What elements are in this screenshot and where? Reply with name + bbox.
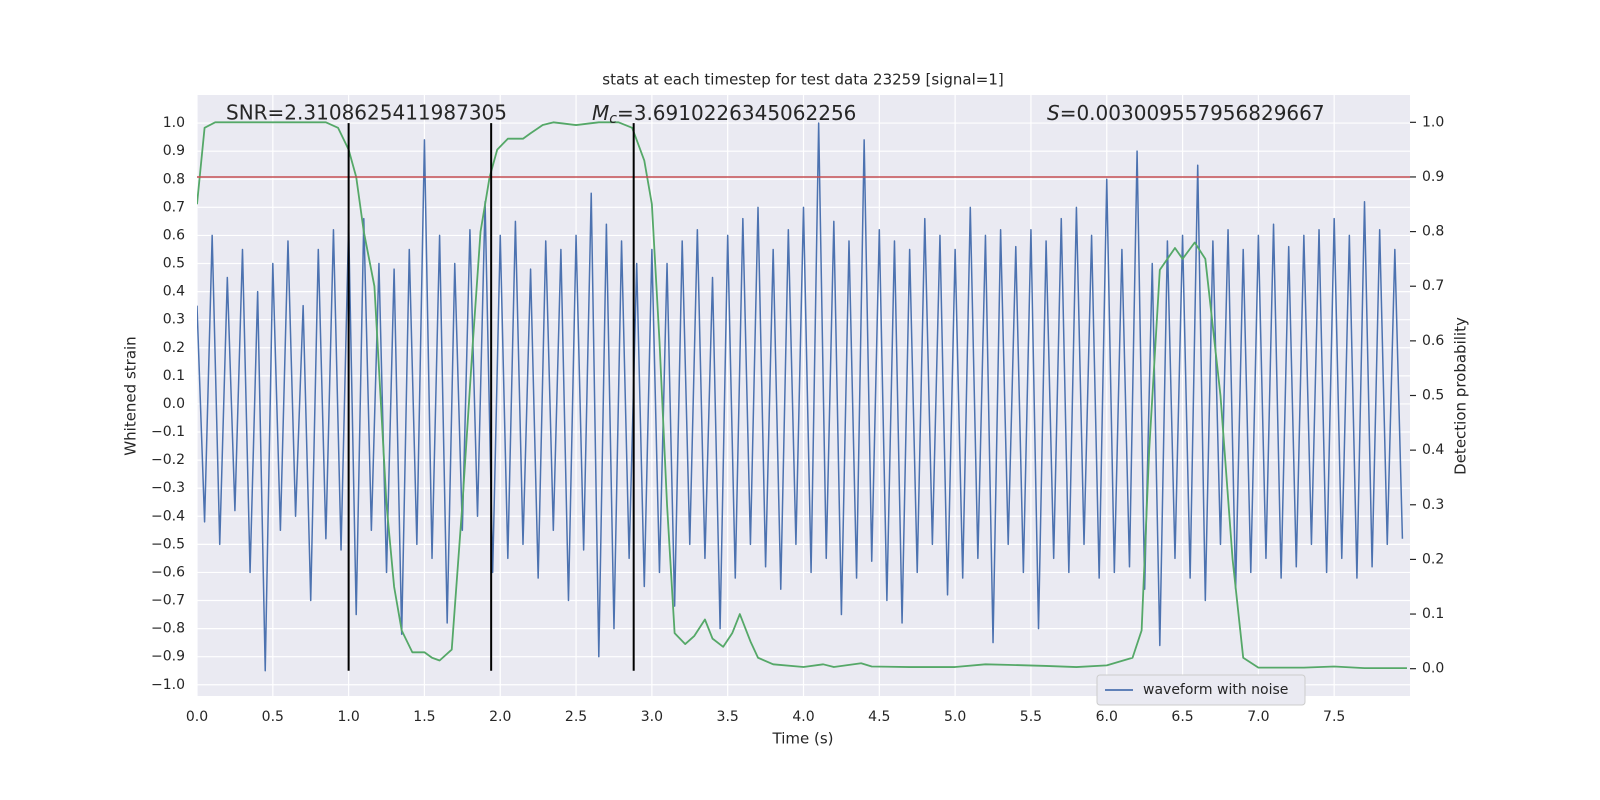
y-tick-label: 0.2	[163, 340, 185, 356]
series-line	[197, 121, 1407, 670]
y-tick-label: −0.9	[151, 649, 185, 665]
x-tick-label: 4.0	[792, 709, 814, 725]
y2-tick-label: 0.1	[1422, 606, 1444, 622]
y-tick-label: 0.9	[163, 143, 185, 159]
annotation: S=0.003009557956829667	[1047, 101, 1325, 125]
y2-tick-label: 0.5	[1422, 388, 1444, 404]
y-tick-label: 0.5	[163, 256, 185, 272]
x-tick-label: 3.0	[641, 709, 663, 725]
y-tick-label: 0.6	[163, 227, 185, 243]
y-tick-label: −0.6	[151, 564, 185, 580]
y2-tick-label: 0.7	[1422, 278, 1444, 294]
y-tick-label: −0.5	[151, 536, 185, 552]
x-tick-label: 6.0	[1096, 709, 1118, 725]
y-tick-label: −1.0	[151, 677, 185, 693]
x-tick-label: 3.5	[717, 709, 739, 725]
y2-tick-label: 0.4	[1422, 442, 1444, 458]
annotation-symbol: M	[592, 101, 609, 125]
legend-box	[1096, 674, 1306, 706]
x-tick-label: 2.5	[565, 709, 587, 725]
y2-tick-label: 0.0	[1422, 661, 1444, 677]
y-tick-label: −0.1	[151, 424, 185, 440]
x-tick-label: 5.5	[1020, 709, 1042, 725]
y2-tick-label: 0.9	[1422, 169, 1444, 185]
x-axis-label: Time (s)	[772, 730, 834, 748]
y2-tick-label: 0.2	[1422, 551, 1444, 567]
annotation-symbol: S	[1047, 101, 1060, 125]
y-tick-label: 0.8	[163, 171, 185, 187]
chart-title: stats at each timestep for test data 232…	[602, 71, 1003, 89]
annotation-subscript: c	[609, 111, 617, 127]
y2-tick-label: 1.0	[1422, 114, 1444, 130]
y2-tick-label: 0.8	[1422, 224, 1444, 240]
y-tick-label: −0.4	[151, 508, 185, 524]
x-tick-label: 1.5	[413, 709, 435, 725]
legend-label: waveform with noise	[1143, 682, 1288, 698]
x-tick-label: 4.5	[868, 709, 890, 725]
annotation-text: =3.6910226345062256	[617, 101, 856, 125]
annotation: Mc=3.6910226345062256	[592, 101, 856, 128]
y-tick-label: −0.8	[151, 621, 185, 637]
y-axis-label: Whitened strain	[122, 336, 140, 455]
plot-layer	[197, 121, 1410, 672]
series-line	[197, 122, 1404, 672]
x-tick-label: 1.0	[337, 709, 359, 725]
y-tick-label: 0.1	[163, 368, 185, 384]
x-tick-label: 7.5	[1323, 709, 1345, 725]
x-tick-label: 6.5	[1171, 709, 1193, 725]
y-tick-label: −0.7	[151, 593, 185, 609]
annotation-text: =0.003009557956829667	[1060, 101, 1325, 125]
y2-axis-label: Detection probability	[1452, 317, 1470, 475]
y-tick-label: 0.4	[163, 284, 185, 300]
y2-tick-label: 0.3	[1422, 497, 1444, 513]
y-tick-label: 0.0	[163, 396, 185, 412]
annotation: SNR=2.3108625411987305	[226, 101, 507, 125]
x-tick-label: 0.5	[262, 709, 284, 725]
x-tick-label: 0.0	[186, 709, 208, 725]
y2-tick-label: 0.6	[1422, 333, 1444, 349]
y-tick-label: −0.3	[151, 480, 185, 496]
x-tick-label: 2.0	[489, 709, 511, 725]
y-tick-label: 1.0	[163, 115, 185, 131]
y-tick-label: 0.3	[163, 312, 185, 328]
x-tick-label: 7.0	[1247, 709, 1269, 725]
y-tick-label: −0.2	[151, 452, 185, 468]
x-tick-label: 5.0	[944, 709, 966, 725]
y-tick-label: 0.7	[163, 199, 185, 215]
